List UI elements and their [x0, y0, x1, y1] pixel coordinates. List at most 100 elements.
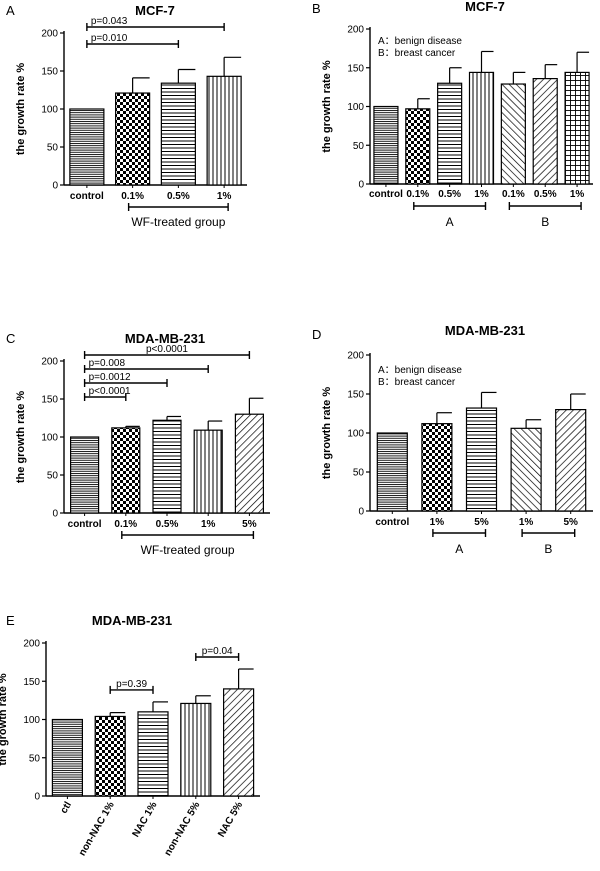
panel-b-ytick-label: 150 [347, 63, 364, 74]
panel-c-category-label: 0.1% [114, 519, 137, 530]
panel-d-category-label: 5% [474, 517, 489, 528]
panel-a-ytick-label: 200 [41, 29, 58, 40]
panel-b-legend-entry: B：breast cancer [378, 48, 456, 59]
panel-a-bar [69, 108, 105, 186]
panel-e-ytick-label: 200 [23, 639, 40, 650]
panel-d-group-label: A [455, 542, 463, 556]
panel-d-ytick-label: 150 [347, 390, 364, 401]
panel-b-group-label: A [446, 215, 454, 229]
panel-e-bar [94, 715, 126, 797]
panel-a-sig-label: p=0.010 [91, 33, 128, 44]
panel-d-category-label: 5% [563, 517, 578, 528]
panel-b-ylabel: the growth rate % [321, 60, 333, 153]
panel-d-bar [555, 409, 587, 512]
panel-c-ytick-label: 150 [41, 395, 58, 406]
panel-a-ytick-label: 100 [41, 105, 58, 116]
panel-d-ylabel: the growth rate % [321, 387, 333, 480]
panel-a-ytick-label: 50 [47, 143, 59, 154]
panel-e-label: E [6, 613, 15, 628]
panel-c-ytick-label: 100 [41, 433, 58, 444]
panel-c-ylabel: the growth rate % [15, 391, 27, 484]
panel-c-ytick-label: 50 [47, 471, 59, 482]
panel-b-category-label: control [369, 189, 403, 200]
panel-c-sig-label: p<0.0001 [89, 386, 131, 397]
panel-c-group-label: WF-treated group [141, 543, 235, 557]
panel-c-sig-label: p=0.008 [89, 358, 126, 369]
panel-e-category-label: NAC 5% [216, 800, 245, 839]
panel-d-legend-entry: A：benign disease [378, 365, 462, 376]
panel-e-category-label: non-NAC 5% [163, 800, 203, 858]
panel-c-bar [69, 436, 100, 514]
panel-b-category-label: 0.5% [534, 189, 557, 200]
panel-e-category-label: ctl [59, 800, 74, 816]
panel-c-category-label: 5% [242, 519, 257, 530]
panel-d-bar [376, 432, 408, 512]
panel-c-bar [234, 413, 264, 514]
panel-d-ytick-label: 200 [347, 351, 364, 362]
panel-d-ytick-label: 100 [347, 429, 364, 440]
panel-a-category-label: 0.1% [121, 191, 144, 202]
panel-b-category-label: 0.1% [406, 189, 429, 200]
panel-b-category-label: 1% [474, 189, 489, 200]
panel-c-ytick-label: 200 [41, 357, 58, 368]
panel-e-ytick-label: 50 [29, 753, 41, 764]
panel-e-title: MDA-MB-231 [92, 613, 172, 628]
panel-d-category-label: control [375, 517, 409, 528]
panel-e-ytick-label: 100 [23, 715, 40, 726]
panel-c-ytick-label: 0 [52, 509, 58, 520]
panel-d-ytick-label: 0 [358, 507, 364, 518]
panel-b-bar [437, 82, 463, 185]
panel-c-category-label: control [68, 519, 102, 530]
panel-b-label: B [312, 1, 321, 16]
panel-e-ytick-label: 0 [34, 792, 40, 803]
panel-c-bar [111, 427, 141, 514]
panel-a-bar [115, 92, 151, 186]
panel-c-sig-label: p<0.0001 [146, 344, 188, 355]
panel-a-label: A [6, 3, 15, 18]
panel-a-category-label: control [70, 191, 104, 202]
panel-c-category-label: 0.5% [156, 519, 179, 530]
panel-b-ytick-label: 100 [347, 102, 364, 113]
panel-b-ytick-label: 50 [353, 141, 365, 152]
panel-a-ylabel: the growth rate % [15, 63, 27, 156]
panel-b-bar [532, 77, 558, 185]
panel-a-ytick-label: 150 [41, 67, 58, 78]
panel-d-bar [465, 407, 498, 512]
panel-a-title: MCF-7 [135, 3, 175, 18]
panel-d-group-label: B [544, 542, 552, 556]
panel-b-legend-entry: A：benign disease [378, 36, 462, 47]
panel-e-ylabel: the growth rate % [0, 673, 9, 766]
panel-e-category-label: non-NAC 1% [77, 800, 117, 858]
panel-a-bar [206, 75, 242, 186]
panel-b-bar [405, 108, 431, 185]
panel-a-sig-label: p=0.043 [91, 16, 128, 27]
panel-e-category-label: NAC 1% [131, 800, 160, 839]
panel-d-legend-entry: B：breast cancer [378, 377, 456, 388]
panel-e-ytick-label: 150 [23, 677, 40, 688]
panel-b-ytick-label: 0 [358, 180, 364, 191]
panel-c-bar [152, 419, 182, 514]
panel-d-category-label: 1% [519, 517, 534, 528]
panel-d-bar [421, 423, 453, 512]
panel-d-ytick-label: 50 [353, 468, 365, 479]
panel-e-bar [180, 702, 212, 797]
panel-d-label: D [312, 327, 321, 342]
panel-d-title: MDA-MB-231 [445, 323, 525, 338]
panel-e-bar [51, 718, 84, 797]
panel-b-group-label: B [541, 215, 549, 229]
panel-a-ytick-label: 0 [52, 181, 58, 192]
panel-e-sig-label: p=0.39 [116, 679, 147, 690]
panel-a-group-label: WF-treated group [131, 215, 225, 229]
panel-b-title: MCF-7 [465, 0, 505, 14]
panel-b-bar [468, 71, 495, 185]
panel-d-category-label: 1% [430, 517, 445, 528]
panel-e-bar [223, 688, 255, 797]
panel-b-bar [373, 105, 399, 185]
panel-b-ytick-label: 200 [347, 25, 364, 36]
panel-c-title: MDA-MB-231 [125, 331, 205, 346]
panel-e-bar [137, 711, 169, 797]
panel-e-sig-label: p=0.04 [202, 646, 233, 657]
panel-b-bar [500, 83, 526, 185]
panel-c-category-label: 1% [201, 519, 216, 530]
